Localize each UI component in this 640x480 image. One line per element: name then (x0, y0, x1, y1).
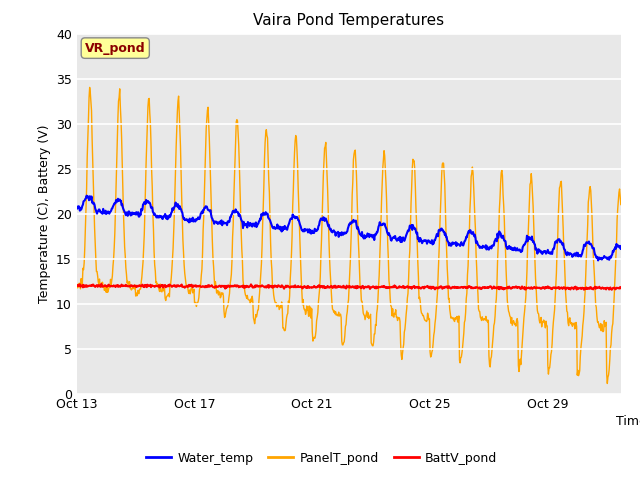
X-axis label: Time: Time (616, 415, 640, 428)
Y-axis label: Temperature (C), Battery (V): Temperature (C), Battery (V) (38, 124, 51, 303)
Text: VR_pond: VR_pond (85, 42, 145, 55)
Title: Vaira Pond Temperatures: Vaira Pond Temperatures (253, 13, 444, 28)
Legend: Water_temp, PanelT_pond, BattV_pond: Water_temp, PanelT_pond, BattV_pond (141, 447, 502, 469)
